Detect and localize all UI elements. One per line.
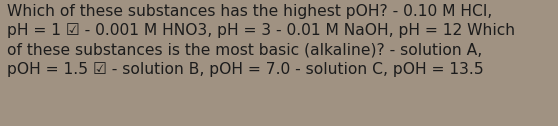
Text: Which of these substances has the highest pOH? - 0.10 M HCl,
pH = 1 ☑ - 0.001 M : Which of these substances has the highes… — [7, 4, 516, 77]
